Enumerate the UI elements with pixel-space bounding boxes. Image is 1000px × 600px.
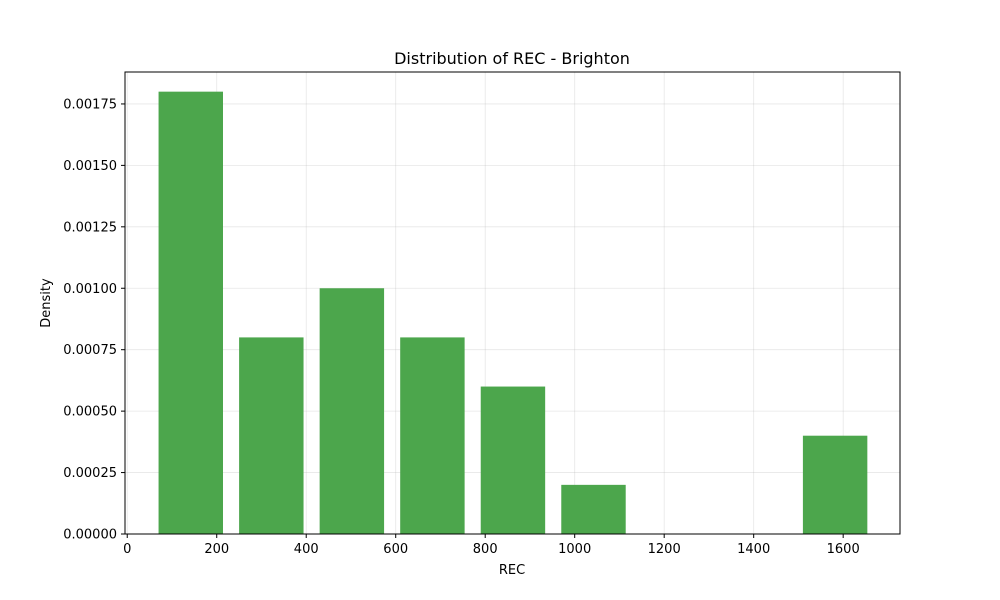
- histogram-bars: [158, 91, 868, 534]
- histogram-bar: [561, 484, 626, 534]
- x-tick-label: 400: [294, 542, 319, 557]
- y-tick-label: 0.00050: [63, 405, 117, 420]
- x-tick-label: 200: [204, 542, 229, 557]
- y-axis-ticks: 0.00000 0.00025 0.00050 0.00075 0.00100 0.001…: [63, 97, 125, 543]
- y-tick-label: 0.00150: [63, 159, 117, 174]
- chart-title: Distribution of REC - Brighton: [394, 49, 630, 68]
- x-tick-label: 1400: [737, 542, 770, 557]
- y-tick-label: 0.00000: [63, 528, 117, 543]
- x-tick-label: 800: [473, 542, 498, 557]
- histogram-bar: [319, 288, 385, 534]
- y-tick-label: 0.00125: [63, 220, 117, 235]
- y-tick-label: 0.00175: [63, 97, 117, 112]
- x-axis-ticks: 0 200 400 600 800 1000 1200 1400 1600: [123, 534, 860, 557]
- y-axis-label: Density: [39, 278, 54, 328]
- plot-frame: [124, 71, 901, 535]
- histogram-bar: [158, 91, 223, 534]
- y-tick-label: 0.00075: [63, 343, 117, 358]
- histogram-bar: [480, 386, 546, 534]
- y-tick-label: 0.00025: [63, 466, 117, 481]
- x-tick-label: 1200: [648, 542, 681, 557]
- x-tick-label: 1600: [827, 542, 860, 557]
- histogram-bar: [239, 337, 304, 534]
- x-tick-label: 1000: [558, 542, 591, 557]
- y-tick-label: 0.00100: [63, 282, 117, 297]
- x-tick-label: 600: [383, 542, 408, 557]
- x-tick-label: 0: [123, 542, 131, 557]
- x-axis-label: REC: [499, 563, 525, 578]
- histogram-bar: [802, 435, 868, 534]
- histogram-bar: [400, 337, 465, 534]
